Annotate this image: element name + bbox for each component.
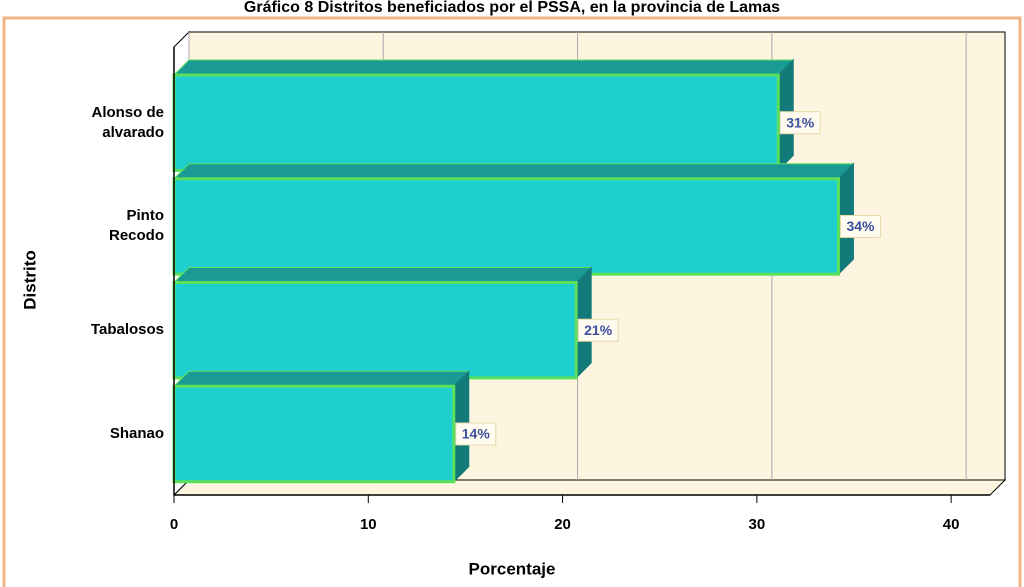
bar bbox=[172, 281, 578, 380]
value-label-box bbox=[779, 111, 821, 135]
chart-title: Gráfico 8 Distritos beneficiados por el … bbox=[244, 0, 780, 16]
value-label-box bbox=[839, 214, 881, 238]
y-tick-label: Pinto Recodo bbox=[108, 207, 164, 245]
y-tick-label: Shanao bbox=[109, 424, 164, 442]
y-axis-title: Distrito bbox=[20, 250, 39, 310]
x-tick-label: 20 bbox=[554, 516, 571, 533]
x-axis-title: Porcentaje bbox=[469, 559, 556, 578]
frame bbox=[2, 16, 1022, 587]
value-label: 34% bbox=[846, 218, 875, 234]
bar-top bbox=[172, 163, 855, 180]
bar-top bbox=[172, 267, 593, 283]
y-tick-label: Tabalosos bbox=[90, 321, 164, 339]
x-tick-label: 10 bbox=[360, 516, 377, 533]
value-label: 31% bbox=[786, 114, 815, 130]
bar bbox=[172, 177, 840, 276]
value-label: 21% bbox=[584, 322, 613, 338]
bar bbox=[172, 384, 456, 484]
x-tick-label: 40 bbox=[943, 516, 960, 533]
bar bbox=[172, 73, 780, 172]
x-tick-label: 0 bbox=[170, 516, 178, 533]
y-tick-label: Alonso de alvarado bbox=[91, 103, 164, 141]
value-label: 14% bbox=[462, 426, 491, 442]
bar-top bbox=[172, 59, 795, 76]
x-tick-label: 30 bbox=[749, 516, 766, 533]
bar-top bbox=[172, 370, 470, 387]
value-label-box bbox=[455, 422, 497, 446]
value-label-box bbox=[577, 318, 619, 342]
